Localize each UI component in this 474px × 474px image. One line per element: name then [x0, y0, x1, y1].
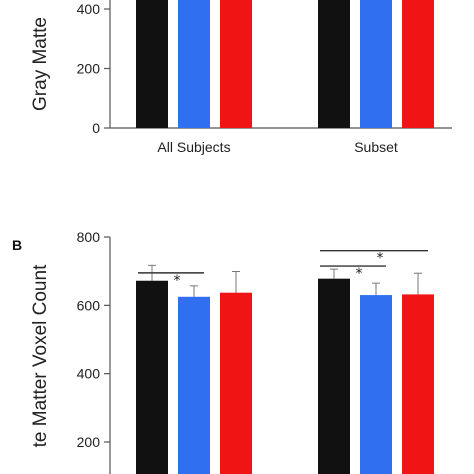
panel-label: B	[12, 237, 22, 253]
bar	[360, 0, 392, 128]
y-axis-label: te Matter Voxel Count	[30, 264, 51, 447]
bar	[220, 292, 252, 474]
bar	[220, 0, 252, 128]
chart-panel-1: 0 200 400 All Subjects Subset Gray Matte	[30, 0, 452, 155]
category-label: Subset	[354, 139, 398, 155]
significance-star: *	[356, 266, 363, 282]
bar	[318, 0, 350, 128]
significance-star: *	[174, 273, 181, 289]
significance-star: *	[377, 251, 384, 267]
y-tick-label: 0	[92, 120, 100, 136]
y-tick-label: 600	[77, 297, 101, 313]
bar	[136, 0, 168, 128]
chart-panel-2: 200 400 600 800 * * * te Matter Voxel Count B	[12, 229, 434, 474]
bar	[402, 294, 434, 474]
bar	[136, 280, 168, 474]
y-tick-label: 800	[77, 229, 101, 245]
bar	[318, 278, 350, 474]
y-tick-label: 200	[77, 434, 101, 450]
y-tick-label: 200	[77, 61, 101, 77]
bar	[360, 295, 392, 474]
bar	[178, 0, 210, 128]
category-label: All Subjects	[157, 139, 230, 155]
y-axis-label: Gray Matte	[30, 17, 51, 111]
bar	[402, 0, 434, 128]
y-tick-label: 400	[77, 1, 101, 17]
y-tick-label: 400	[77, 366, 101, 382]
bar	[178, 296, 210, 474]
